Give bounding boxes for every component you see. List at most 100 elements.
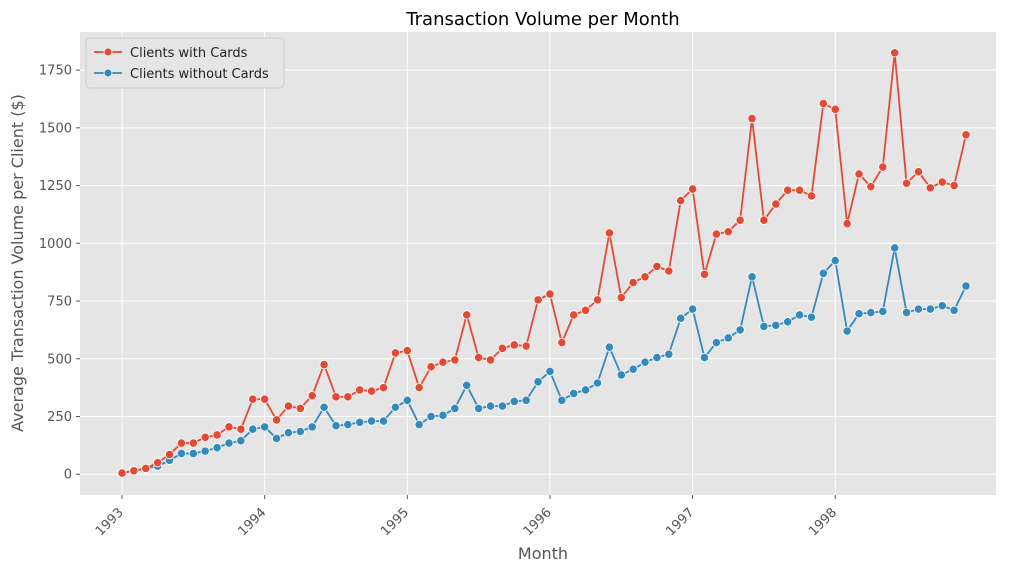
data-point: [497, 343, 507, 353]
data-point: [783, 185, 793, 195]
data-point: [652, 261, 662, 271]
data-point: [283, 428, 294, 438]
data-point: [426, 362, 436, 372]
data-point: [581, 305, 591, 315]
y-axis-ticks: 0 250 500 750 1000 1250 1500 1750: [39, 64, 80, 483]
data-point: [616, 292, 626, 303]
data-point: [830, 256, 840, 266]
data-point: [474, 403, 484, 413]
data-point: [367, 416, 377, 426]
y-tick-label: 1250: [39, 179, 72, 194]
data-point: [676, 195, 686, 206]
data-point: [462, 310, 472, 320]
y-tick-label: 1000: [39, 237, 72, 252]
data-point: [248, 394, 258, 404]
data-point: [854, 169, 864, 179]
data-point: [521, 341, 531, 351]
data-point: [640, 272, 650, 282]
data-point: [283, 401, 294, 411]
data-point: [153, 458, 163, 468]
data-point: [854, 309, 864, 319]
data-point: [271, 433, 282, 444]
data-point: [569, 388, 579, 398]
data-point: [236, 436, 246, 446]
data-point: [592, 378, 603, 388]
data-point: [378, 383, 389, 393]
data-point: [462, 380, 472, 390]
data-point: [723, 227, 733, 237]
data-point: [450, 355, 460, 365]
data-point: [842, 326, 852, 336]
data-point: [212, 430, 222, 440]
data-point: [878, 306, 888, 317]
data-point: [901, 178, 912, 188]
data-point: [676, 313, 686, 323]
data-point: [414, 419, 424, 430]
data-point: [438, 357, 448, 367]
data-point: [485, 401, 496, 411]
data-point: [687, 304, 698, 314]
data-point: [747, 272, 757, 282]
x-axis-ticks: 1993 1994 1995 1996 1997 1998: [93, 495, 840, 539]
data-point: [735, 325, 745, 335]
data-point: [426, 411, 436, 422]
data-point: [794, 185, 805, 195]
data-point: [188, 438, 198, 448]
legend-marker-cards: [103, 47, 113, 57]
data-point: [783, 317, 793, 327]
data-point: [961, 130, 971, 140]
data-point: [652, 352, 662, 363]
data-point: [307, 391, 317, 401]
series-no-cards: [117, 243, 971, 478]
data-point: [890, 243, 900, 253]
data-point: [604, 342, 614, 352]
data-point: [771, 320, 781, 330]
data-point: [533, 295, 543, 305]
data-point: [806, 312, 817, 322]
data-point: [260, 394, 270, 404]
data-point: [913, 304, 924, 314]
data-point: [509, 396, 519, 407]
data-point: [592, 295, 603, 305]
data-point: [545, 289, 555, 299]
data-point: [581, 385, 591, 395]
data-point: [248, 424, 258, 434]
data-point: [961, 281, 971, 291]
data-point: [402, 346, 412, 356]
series-layer: [117, 48, 971, 478]
data-point: [319, 402, 329, 412]
legend-label-cards: Clients with Cards: [130, 46, 248, 61]
data-point: [521, 395, 531, 405]
data-point: [331, 421, 341, 431]
data-point: [699, 269, 710, 280]
data-point: [557, 395, 567, 405]
data-point: [295, 426, 305, 437]
data-point: [818, 98, 828, 109]
data-point: [438, 410, 448, 420]
data-point: [628, 364, 638, 374]
data-point: [355, 385, 365, 395]
data-point: [913, 167, 924, 177]
data-point: [794, 310, 805, 320]
data-point: [474, 352, 484, 363]
data-point: [485, 355, 496, 365]
data-point: [604, 228, 614, 238]
data-point: [771, 199, 781, 209]
x-tick-label: 1997: [663, 505, 697, 539]
y-tick-label: 500: [47, 352, 72, 367]
data-point: [949, 305, 959, 315]
data-point: [545, 366, 555, 377]
x-tick-label: 1993: [93, 505, 127, 539]
data-point: [450, 403, 460, 413]
data-point: [355, 417, 365, 427]
data-point: [937, 177, 947, 187]
data-point: [901, 307, 912, 318]
data-point: [271, 415, 282, 425]
legend-box: [85, 37, 285, 89]
data-point: [378, 416, 389, 426]
data-point: [735, 215, 745, 225]
data-point: [699, 352, 710, 363]
x-tick-label: 1994: [235, 505, 269, 539]
data-point: [402, 395, 412, 405]
